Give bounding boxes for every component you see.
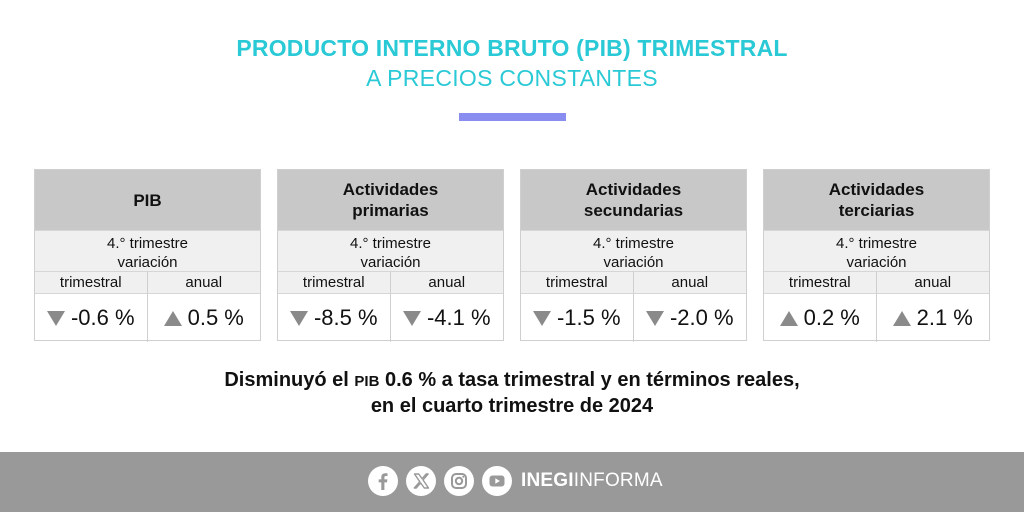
card-period-line1: 4.° trimestre bbox=[106, 235, 188, 252]
card-title-line1: Actividades bbox=[342, 180, 439, 199]
summary-line1-end: 0.6 % a tasa trimestral y en términos re… bbox=[379, 369, 800, 391]
value-text: -2.0 % bbox=[669, 305, 734, 330]
value-trimestral: -1.5 % bbox=[521, 293, 634, 342]
card-period-line2: variación bbox=[360, 254, 421, 271]
triangle-up-icon bbox=[779, 310, 798, 326]
col-label-anual: anual bbox=[633, 271, 746, 293]
accent-bar bbox=[459, 113, 566, 121]
value-anual: 2.1 % bbox=[876, 293, 989, 342]
indicator-card-pib: PIB 4.° trimestre variación trimestral a… bbox=[34, 169, 261, 342]
value-text: 0.2 % bbox=[803, 305, 860, 330]
card-title: Actividades primarias bbox=[278, 170, 503, 230]
summary-text: Disminuyó el PIB 0.6 % a tasa trimestral… bbox=[0, 368, 1024, 418]
card-title-line1: Actividades bbox=[828, 180, 925, 199]
card-period: 4.° trimestre variación bbox=[35, 230, 260, 271]
indicator-card-primarias: Actividades primarias 4.° trimestre varia… bbox=[277, 169, 504, 342]
triangle-down-icon bbox=[645, 310, 664, 326]
indicator-card-terciarias: Actividades terciarias 4.° trimestre vari… bbox=[763, 169, 990, 342]
card-period-line2: variación bbox=[846, 254, 907, 271]
value-anual: -2.0 % bbox=[633, 293, 746, 342]
value-text: -1.5 % bbox=[556, 305, 621, 330]
col-label-trimestral: trimestral bbox=[35, 271, 148, 293]
footer-bar bbox=[0, 452, 1024, 512]
col-label-anual: anual bbox=[876, 271, 989, 293]
col-label-anual: anual bbox=[147, 271, 260, 293]
brand-inegi-informa: INEGIINFORMA bbox=[521, 470, 663, 492]
value-text: -4.1 % bbox=[426, 305, 491, 330]
brand-bold: INEGI bbox=[521, 470, 574, 491]
value-text: 0.5 % bbox=[187, 305, 244, 330]
card-period-line2: variación bbox=[117, 254, 178, 271]
col-label-trimestral: trimestral bbox=[278, 271, 391, 293]
indicator-card-secundarias: Actividades secundarias 4.° trimestre var… bbox=[520, 169, 747, 342]
card-title-line2: primarias bbox=[352, 201, 429, 220]
col-label-anual: anual bbox=[390, 271, 503, 293]
triangle-up-icon bbox=[163, 310, 182, 326]
facebook-icon[interactable] bbox=[368, 466, 398, 496]
triangle-down-icon bbox=[289, 310, 308, 326]
card-period: 4.° trimestre variación bbox=[764, 230, 989, 271]
value-trimestral: -0.6 % bbox=[35, 293, 148, 342]
summary-line1-start: Disminuyó el bbox=[224, 369, 355, 391]
summary-pib-abbr: PIB bbox=[354, 373, 380, 390]
triangle-down-icon bbox=[402, 310, 421, 326]
page-subtitle: A PRECIOS CONSTANTES bbox=[366, 65, 658, 91]
page-title: PRODUCTO INTERNO BRUTO (PIB) TRIMESTRAL bbox=[236, 35, 788, 61]
card-period-line2: variación bbox=[603, 254, 664, 271]
instagram-icon[interactable] bbox=[444, 466, 474, 496]
youtube-icon[interactable] bbox=[482, 466, 512, 496]
x-icon[interactable] bbox=[406, 466, 436, 496]
card-title-line2: secundarias bbox=[583, 201, 684, 220]
value-anual: -4.1 % bbox=[390, 293, 503, 342]
card-title-line2: terciarias bbox=[838, 201, 915, 220]
card-period: 4.° trimestre variación bbox=[521, 230, 746, 271]
card-title: PIB bbox=[35, 170, 260, 230]
triangle-up-icon bbox=[892, 310, 911, 326]
card-title: Actividades terciarias bbox=[764, 170, 989, 230]
summary-line2: en el cuarto trimestre de 2024 bbox=[370, 395, 654, 417]
card-period-line1: 4.° trimestre bbox=[349, 235, 431, 252]
value-trimestral: -8.5 % bbox=[278, 293, 391, 342]
brand-regular: INFORMA bbox=[573, 470, 663, 491]
triangle-down-icon bbox=[46, 310, 65, 326]
col-label-trimestral: trimestral bbox=[764, 271, 877, 293]
col-label-trimestral: trimestral bbox=[521, 271, 634, 293]
value-text: 2.1 % bbox=[916, 305, 973, 330]
value-anual: 0.5 % bbox=[147, 293, 260, 342]
summary-line1: Disminuyó el PIB 0.6 % a tasa trimestral… bbox=[0, 368, 1024, 394]
card-title-line1: Actividades bbox=[585, 180, 682, 199]
card-title-line1: PIB bbox=[133, 190, 162, 210]
card-period-line1: 4.° trimestre bbox=[835, 235, 917, 252]
value-trimestral: 0.2 % bbox=[764, 293, 877, 342]
card-period-line1: 4.° trimestre bbox=[592, 235, 674, 252]
value-text: -0.6 % bbox=[70, 305, 135, 330]
value-text: -8.5 % bbox=[313, 305, 378, 330]
card-period: 4.° trimestre variación bbox=[278, 230, 503, 271]
card-title: Actividades secundarias bbox=[521, 170, 746, 230]
triangle-down-icon bbox=[532, 310, 551, 326]
